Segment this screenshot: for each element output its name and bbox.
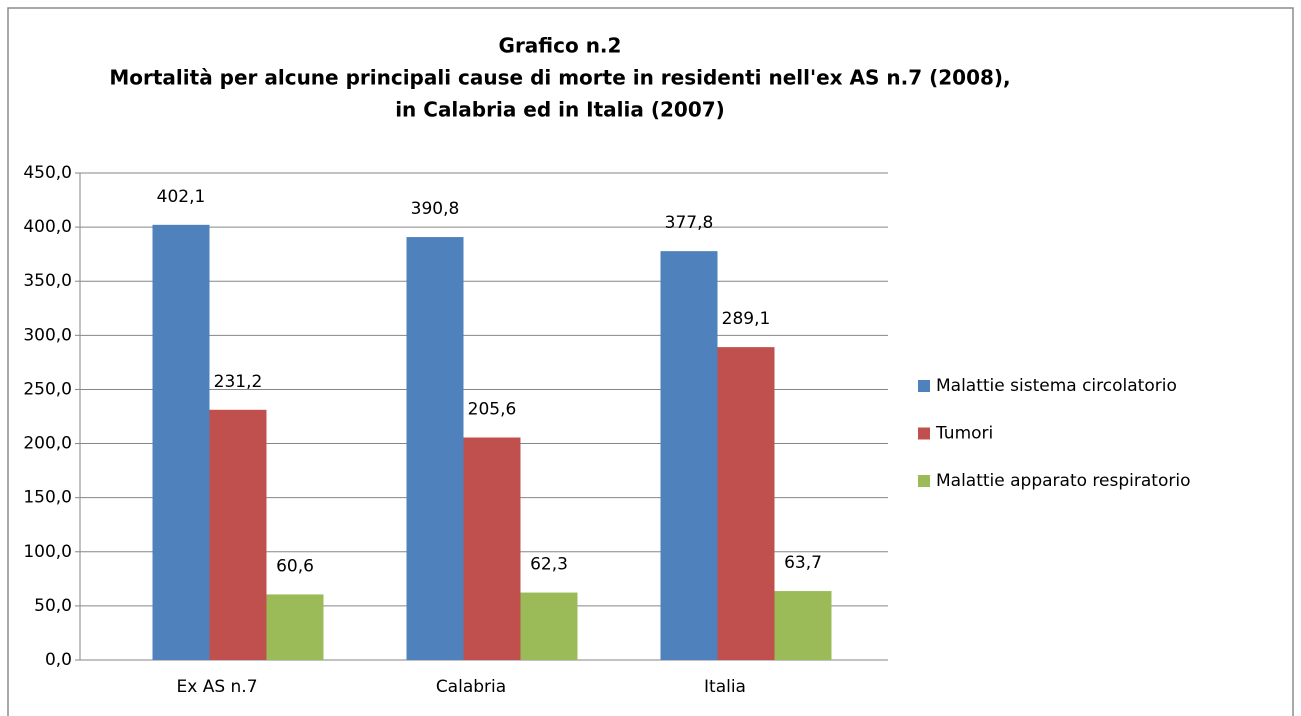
bar	[266, 594, 324, 660]
bar	[717, 347, 775, 660]
legend-swatch	[918, 380, 930, 392]
y-tick-label: 250,0	[23, 379, 72, 399]
y-tick-label: 350,0	[23, 271, 72, 291]
data-label: 205,6	[468, 399, 517, 419]
legend-swatch	[918, 475, 930, 487]
data-label: 231,2	[214, 372, 263, 392]
y-tick-label: 150,0	[23, 488, 72, 508]
bar	[520, 592, 578, 660]
x-tick-label: Calabria	[436, 677, 506, 697]
data-label: 62,3	[530, 555, 568, 575]
data-label: 390,8	[411, 199, 460, 219]
legend-label: Tumori	[935, 424, 993, 444]
data-label: 60,6	[276, 556, 314, 576]
y-tick-label: 50,0	[34, 596, 72, 616]
data-label: 289,1	[722, 309, 771, 329]
x-tick-label: Ex AS n.7	[176, 677, 257, 697]
bar	[209, 409, 267, 660]
y-tick-label: 450,0	[23, 163, 72, 183]
y-tick-label: 300,0	[23, 325, 72, 345]
data-label: 63,7	[784, 553, 822, 573]
data-label: 402,1	[157, 187, 206, 207]
chart-title: Grafico n.2	[499, 34, 622, 58]
data-label: 377,8	[665, 213, 714, 233]
y-tick-label: 100,0	[23, 542, 72, 562]
chart-title: in Calabria ed in Italia (2007)	[395, 98, 725, 122]
chart-title: Mortalità per alcune principali cause di…	[109, 66, 1010, 90]
y-tick-label: 200,0	[23, 434, 72, 454]
legend-label: Malattie sistema circolatorio	[936, 376, 1177, 396]
bar	[152, 224, 210, 660]
bar	[463, 437, 521, 660]
bar	[660, 251, 718, 660]
y-tick-label: 0,0	[45, 650, 72, 670]
x-tick-label: Italia	[704, 677, 746, 697]
legend-swatch	[918, 427, 930, 440]
bar	[774, 591, 832, 660]
y-tick-label: 400,0	[23, 217, 72, 237]
legend-label: Malattie apparato respiratorio	[936, 471, 1190, 491]
bar	[406, 237, 464, 660]
